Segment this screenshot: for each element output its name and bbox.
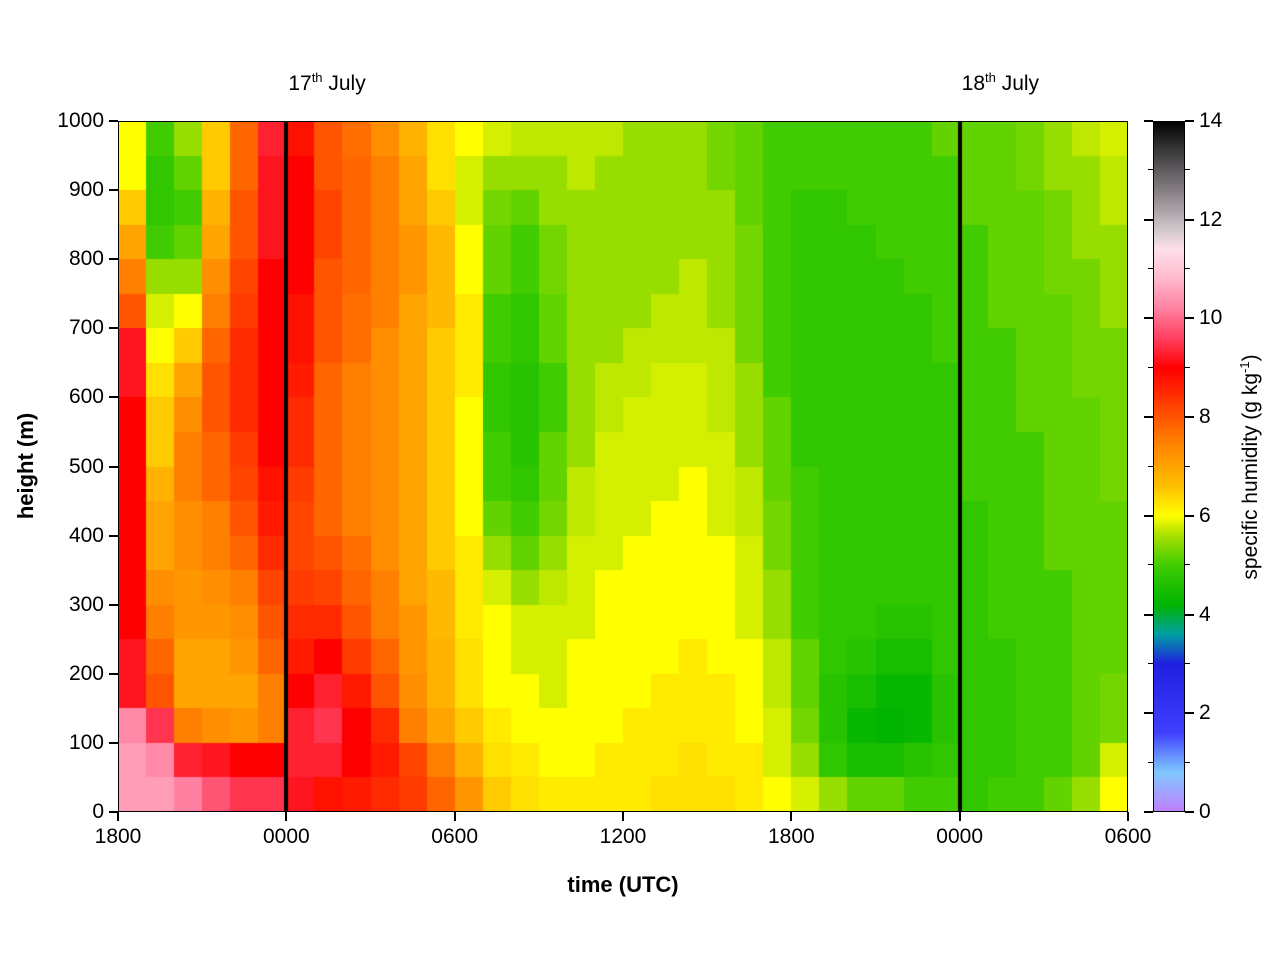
y-tick: [109, 120, 118, 122]
colorbar-minor-tick: [1148, 761, 1153, 763]
y-tick-label: 400: [68, 523, 104, 547]
colorbar-tick-label: 2: [1199, 701, 1211, 725]
x-tick: [453, 812, 456, 821]
colorbar-tick: [1144, 120, 1153, 122]
x-tick-label: 1200: [599, 825, 647, 848]
y-tick: [109, 465, 118, 468]
y-tick: [109, 603, 118, 606]
colorbar-tick-label: 0: [1199, 800, 1211, 823]
x-tick-label: 0000: [936, 825, 984, 848]
colorbar-label-prefix: specific humidity (g kg: [1239, 372, 1262, 580]
colorbar-canvas: [1153, 121, 1185, 812]
colorbar-minor-tick: [1148, 465, 1153, 467]
y-tick-label: 700: [68, 316, 104, 340]
colorbar-tick: [1144, 514, 1153, 517]
colorbar-minor-tick: [1148, 662, 1153, 664]
colorbar-label-suffix: ): [1239, 353, 1262, 361]
colorbar-tick: [1185, 416, 1194, 419]
x-tick: [790, 812, 793, 821]
y-tick-label: 900: [68, 178, 104, 202]
y-tick: [109, 396, 118, 399]
colorbar-minor-tick: [1185, 366, 1190, 368]
colorbar-tick-label: 14: [1199, 109, 1223, 132]
x-tick-label: 0600: [431, 825, 479, 848]
x-tick-label: 1800: [94, 825, 142, 848]
colorbar-tick: [1144, 613, 1153, 616]
y-tick: [109, 327, 118, 330]
colorbar-tick: [1185, 514, 1194, 517]
colorbar-tick: [1185, 613, 1194, 616]
colorbar-tick: [1185, 811, 1194, 813]
x-tick: [117, 812, 119, 821]
x-tick: [958, 812, 961, 821]
colorbar-tick-label: 10: [1199, 306, 1223, 330]
annotation-month-text: July: [995, 72, 1040, 95]
colorbar-tick: [1185, 218, 1194, 221]
colorbar-tick-label: 6: [1199, 503, 1211, 527]
y-tick-label: 500: [68, 454, 104, 478]
colorbar-tick: [1144, 317, 1153, 320]
colorbar-tick: [1185, 317, 1194, 320]
annotation-day-suffix: th: [985, 70, 996, 85]
colorbar-tick: [1144, 218, 1153, 221]
colorbar-minor-tick: [1148, 169, 1153, 171]
x-axis-label: time (UTC): [567, 872, 679, 897]
annotation-day-suffix: th: [311, 70, 323, 85]
y-tick: [109, 672, 118, 675]
y-tick-label: 0: [92, 800, 104, 823]
colorbar-tick: [1185, 120, 1194, 122]
colorbar-tick-label: 4: [1199, 602, 1211, 626]
colorbar-tick-label: 12: [1199, 207, 1223, 231]
y-tick: [109, 189, 118, 192]
y-tick-label: 800: [68, 247, 104, 271]
colorbar-minor-tick: [1148, 366, 1153, 368]
annotation-month-text: July: [322, 72, 366, 95]
colorbar-tick: [1144, 416, 1153, 419]
x-tick-label: 1800: [767, 825, 815, 848]
x-tick-label: 0000: [262, 825, 310, 848]
y-tick: [109, 811, 118, 813]
y-tick-label: 300: [68, 592, 104, 616]
x-tick: [285, 812, 288, 821]
colorbar-label-superscript: -1: [1237, 360, 1252, 373]
heatmap-canvas: [118, 121, 1128, 812]
x-tick: [622, 812, 624, 821]
colorbar-minor-tick: [1148, 564, 1153, 566]
y-tick: [109, 258, 118, 261]
y-tick: [109, 534, 118, 537]
colorbar-minor-tick: [1185, 465, 1190, 467]
annotation-18th-july: 18th July: [962, 70, 1039, 96]
colorbar-minor-tick: [1185, 761, 1190, 763]
y-tick-label: 100: [68, 730, 104, 754]
annotation-day-text: 17: [288, 72, 312, 95]
colorbar-tick: [1144, 811, 1153, 813]
x-tick: [1127, 812, 1129, 821]
colorbar-minor-tick: [1185, 268, 1190, 270]
annotation-17th-july: 17th July: [288, 70, 365, 96]
colorbar-axis-label: specific humidity (g kg-1): [1234, 217, 1262, 717]
colorbar-minor-tick: [1148, 268, 1153, 270]
colorbar-minor-tick: [1185, 169, 1190, 171]
colorbar-tick-label: 8: [1199, 405, 1211, 429]
x-tick-label: 0600: [1104, 825, 1152, 848]
y-tick-label: 600: [68, 385, 104, 409]
colorbar-minor-tick: [1185, 662, 1190, 664]
y-tick-label: 200: [68, 661, 104, 685]
colorbar-tick: [1185, 712, 1194, 715]
y-tick-label: 1000: [57, 109, 104, 132]
y-tick: [109, 741, 118, 744]
colorbar-minor-tick: [1185, 564, 1190, 566]
colorbar-tick: [1144, 712, 1153, 715]
annotation-day-text: 18: [961, 72, 986, 95]
